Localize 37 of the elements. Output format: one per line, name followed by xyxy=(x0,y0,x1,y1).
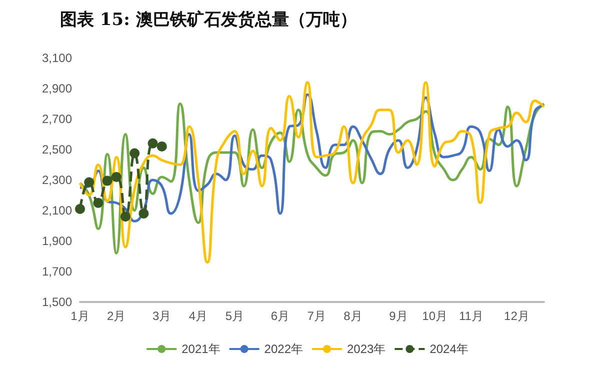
x-tick-label: 12月 xyxy=(504,309,530,323)
y-tick-label: 3,100 xyxy=(42,51,72,65)
x-tick-label: 2月 xyxy=(107,309,126,323)
legend-label: 2023年 xyxy=(347,342,386,356)
x-tick-label: 9月 xyxy=(389,309,408,323)
y-tick-label: 1,700 xyxy=(42,264,72,278)
x-tick-label: 10月 xyxy=(422,309,448,323)
x-tick-label: 8月 xyxy=(344,309,362,323)
point xyxy=(84,177,94,188)
line-series xyxy=(78,81,546,264)
x-tick-label: 11月 xyxy=(458,309,484,323)
legend-label: 2022年 xyxy=(264,342,304,356)
y-tick-label: 2,300 xyxy=(42,173,72,187)
point xyxy=(138,208,149,219)
point xyxy=(148,138,158,148)
legend-label: 2021年 xyxy=(182,342,220,356)
y-tick-label: 2,700 xyxy=(42,112,72,126)
y-tick-label: 1,900 xyxy=(42,234,72,248)
x-tick-label: 4月 xyxy=(188,309,208,323)
point xyxy=(111,172,122,182)
point xyxy=(130,148,140,158)
x-tick-label: 3月 xyxy=(152,309,172,323)
point xyxy=(156,141,167,152)
x-tick-label: 5月 xyxy=(225,309,244,323)
y-tick-label: 1,500 xyxy=(42,295,72,309)
x-tick-label: 1月 xyxy=(70,309,90,323)
x-tick-label: 6月 xyxy=(270,309,290,323)
point xyxy=(75,204,85,214)
legend-label: 2024年 xyxy=(430,342,468,356)
point xyxy=(93,198,104,208)
point xyxy=(120,212,130,222)
y-tick-label: 2,900 xyxy=(42,82,72,96)
chart-title: 图表 15: 澳巴铁矿石发货总量（万吨） xyxy=(60,9,357,31)
point xyxy=(102,176,112,186)
x-tick-label: 7月 xyxy=(307,309,326,323)
y-tick-label: 2,500 xyxy=(42,142,72,156)
y-tick-label: 2,100 xyxy=(42,204,72,218)
